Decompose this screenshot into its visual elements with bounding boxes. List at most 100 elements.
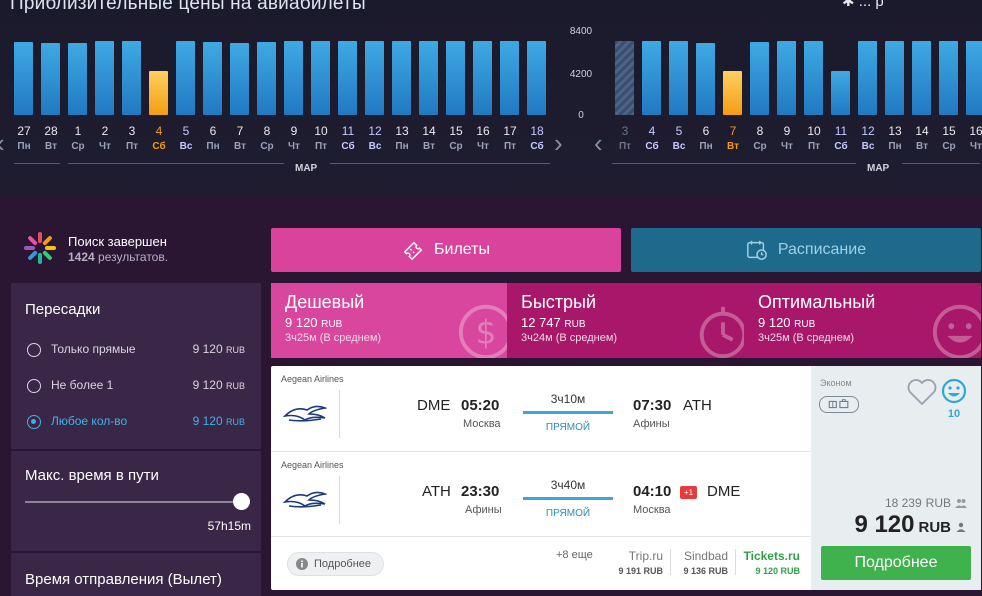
agency-offer-best[interactable]: Tickets.ru 9 120 RUB: [744, 549, 800, 576]
aegean-logo-icon: [283, 405, 327, 422]
price-bar[interactable]: [392, 41, 411, 115]
chart-prev-arrow-icon[interactable]: ‹: [0, 130, 5, 156]
tab-tickets[interactable]: Билеты: [271, 228, 621, 272]
price-bar[interactable]: [203, 42, 222, 115]
day-number-label[interactable]: 14: [915, 124, 929, 138]
day-number-label[interactable]: 16: [969, 124, 982, 138]
day-number-label[interactable]: 4: [648, 124, 656, 138]
price-bar[interactable]: [284, 41, 303, 115]
price-bar[interactable]: [176, 41, 195, 115]
price-bar[interactable]: [804, 41, 823, 115]
baggage-icon: [819, 396, 859, 413]
day-number-label[interactable]: 11: [341, 124, 355, 138]
day-number-label[interactable]: 3: [621, 124, 629, 138]
price-bar[interactable]: [966, 41, 982, 115]
price-bar[interactable]: [777, 41, 796, 115]
price-bar[interactable]: [723, 71, 742, 115]
day-number-label[interactable]: 18: [530, 124, 544, 138]
sort-cheapest[interactable]: Дешевый 9 120 RUB 3ч25м (В среднем) $: [271, 283, 507, 358]
price-bar[interactable]: [696, 43, 715, 115]
day-number-label[interactable]: 28: [44, 124, 58, 138]
sort-optimal[interactable]: Оптимальный 9 120 RUB 3ч25м (В среднем): [744, 283, 981, 358]
day-number-label[interactable]: 11: [834, 124, 848, 138]
day-number-label[interactable]: 10: [314, 124, 328, 138]
price-bar[interactable]: [642, 41, 661, 115]
day-number-label[interactable]: 13: [395, 124, 409, 138]
chart-next-arrow-icon[interactable]: ›: [554, 128, 563, 158]
price-bar[interactable]: [41, 43, 60, 115]
price-bar[interactable]: [669, 41, 688, 115]
day-number-label[interactable]: 4: [155, 124, 163, 138]
price-bar[interactable]: [750, 42, 769, 115]
day-number-label[interactable]: 2: [101, 124, 109, 138]
day-number-label[interactable]: 7: [729, 124, 737, 138]
price-bar[interactable]: [68, 43, 87, 115]
max-time-slider-handle[interactable]: [233, 493, 250, 510]
buy-details-button[interactable]: Подробнее: [821, 546, 971, 580]
weekday-label: Вт: [727, 141, 739, 152]
day-number-label[interactable]: 16: [476, 124, 490, 138]
day-number-label[interactable]: 12: [861, 124, 875, 138]
radio-unchecked-icon[interactable]: [27, 343, 41, 357]
price-bar[interactable]: [419, 41, 438, 115]
price-bar[interactable]: [939, 41, 958, 115]
filter-direct-only[interactable]: Только прямые 9 120 RUB: [25, 341, 245, 359]
day-number-label[interactable]: 12: [368, 124, 382, 138]
ticket-card[interactable]: Aegean Airlines DME 05:20 Москва 3ч10м П…: [271, 366, 981, 590]
agency-offer[interactable]: Sindbad 9 136 RUB: [683, 549, 728, 576]
price-bar[interactable]: [338, 41, 357, 115]
radio-unchecked-icon[interactable]: [27, 379, 41, 393]
agency-name: Trip.ru: [628, 549, 663, 563]
day-number-label[interactable]: 1: [74, 124, 82, 138]
price-bar[interactable]: [122, 41, 141, 115]
day-number-label[interactable]: 15: [942, 124, 956, 138]
day-number-label[interactable]: 6: [702, 124, 710, 138]
price-bar[interactable]: [858, 41, 877, 115]
top-right-link[interactable]: ✱ ... р: [842, 0, 884, 10]
day-number-label[interactable]: 9: [783, 124, 791, 138]
filter-max-one[interactable]: Не более 1 9 120 RUB: [25, 377, 245, 395]
price-bar[interactable]: [14, 42, 33, 115]
filter-option-label: Любое кол-во: [51, 414, 128, 428]
weekday-label: Пт: [314, 141, 328, 152]
price-bar[interactable]: [95, 41, 114, 115]
price-bar[interactable]: [446, 41, 465, 115]
price-bar[interactable]: [473, 41, 492, 115]
price-bar[interactable]: [500, 41, 519, 115]
price-bar[interactable]: [527, 41, 546, 115]
day-number-label[interactable]: 15: [449, 124, 463, 138]
day-number-label[interactable]: 3: [128, 124, 136, 138]
filter-any[interactable]: Любое кол-во 9 120 RUB: [25, 413, 245, 431]
max-time-slider-track[interactable]: [25, 501, 243, 503]
price-bar[interactable]: [912, 41, 931, 115]
day-number-label[interactable]: 5: [675, 124, 683, 138]
price-bar[interactable]: [615, 41, 634, 115]
price-bar[interactable]: [257, 42, 276, 115]
day-number-label[interactable]: 10: [807, 124, 821, 138]
price-bar[interactable]: [149, 71, 168, 115]
agency-offer[interactable]: Trip.ru 9 191 RUB: [618, 549, 663, 576]
day-number-label[interactable]: 13: [888, 124, 902, 138]
price-bar[interactable]: [230, 43, 249, 115]
day-number-label[interactable]: 17: [503, 124, 517, 138]
tab-schedule[interactable]: Расписание: [631, 228, 981, 272]
favorite-heart-icon[interactable]: [907, 378, 937, 406]
day-number-label[interactable]: 8: [756, 124, 764, 138]
day-number-label[interactable]: 9: [290, 124, 298, 138]
airline-name: Aegean Airlines: [281, 460, 344, 470]
sort-fastest[interactable]: Быстрый 12 747 RUB 3ч24м (В среднем): [507, 283, 744, 358]
day-number-label[interactable]: 8: [263, 124, 271, 138]
day-number-label[interactable]: 6: [209, 124, 217, 138]
chart2-prev-arrow-icon[interactable]: ‹: [594, 128, 603, 158]
radio-checked-icon[interactable]: [27, 415, 41, 429]
day-number-label[interactable]: 5: [182, 124, 190, 138]
price-bar[interactable]: [311, 41, 330, 115]
day-number-label[interactable]: 7: [236, 124, 244, 138]
day-number-label[interactable]: 14: [422, 124, 436, 138]
price-bar[interactable]: [365, 41, 384, 115]
price-bar[interactable]: [885, 41, 904, 115]
details-chip-button[interactable]: Подробнее: [287, 552, 385, 576]
price-bar[interactable]: [831, 71, 850, 115]
day-number-label[interactable]: 27: [17, 124, 31, 138]
more-offers-link[interactable]: +8 еще: [556, 549, 593, 561]
